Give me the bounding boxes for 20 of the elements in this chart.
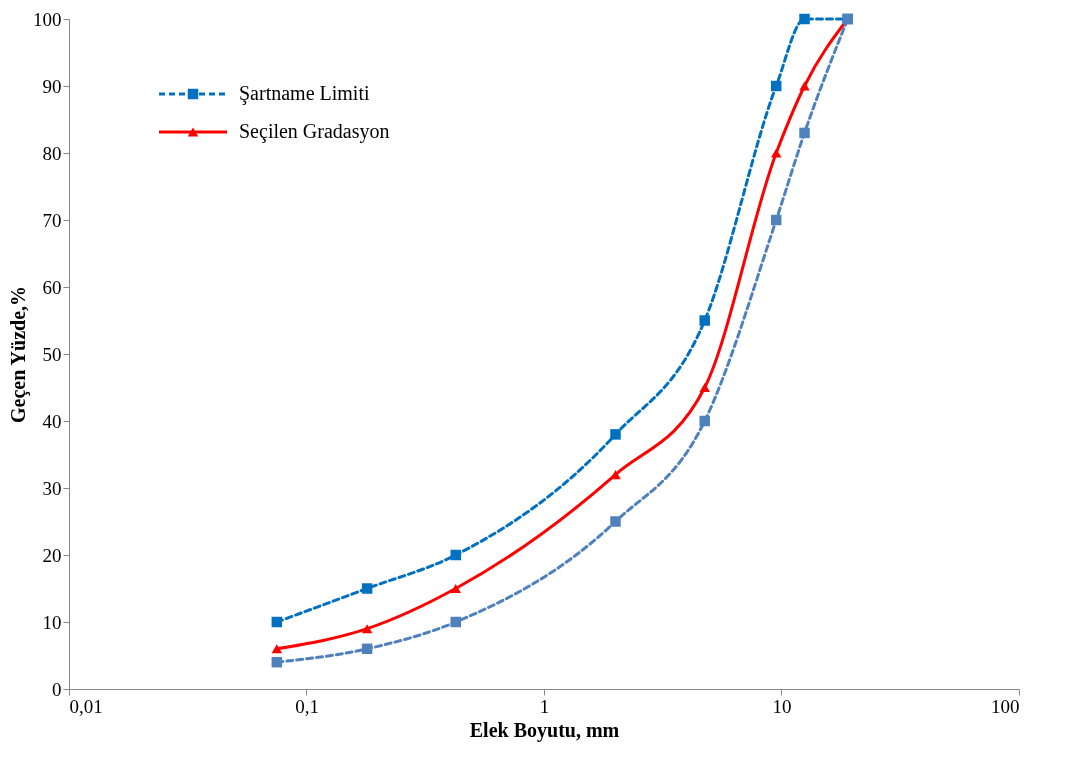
y-tick-label: 40 [42, 410, 62, 432]
y-tick-label: 50 [42, 343, 62, 365]
y-tick-label: 20 [42, 544, 62, 566]
y-tick-label: 70 [42, 209, 62, 231]
x-tick-label: 1 [539, 695, 550, 717]
legend-label: Şartname Limiti [239, 82, 370, 105]
x-tick-label: 10 [772, 695, 792, 717]
y-tick-label: 0 [52, 678, 62, 700]
x-tick-label: 100 [991, 695, 1020, 717]
y-tick-label: 90 [42, 75, 62, 97]
x-axis-title: Elek Boyutu, mm [469, 718, 620, 742]
y-tick-label: 30 [42, 477, 62, 499]
x-tick-label: 0,01 [69, 695, 103, 717]
y-tick-label: 60 [42, 276, 62, 298]
y-tick-label: 100 [33, 8, 62, 30]
x-tick-label: 0,1 [295, 695, 319, 717]
y-tick-label: 10 [42, 611, 62, 633]
y-axis-title: Geçen Yüzde,% [7, 285, 30, 424]
legend-label: Seçilen Gradasyon [239, 120, 390, 143]
y-tick-label: 80 [42, 142, 62, 164]
